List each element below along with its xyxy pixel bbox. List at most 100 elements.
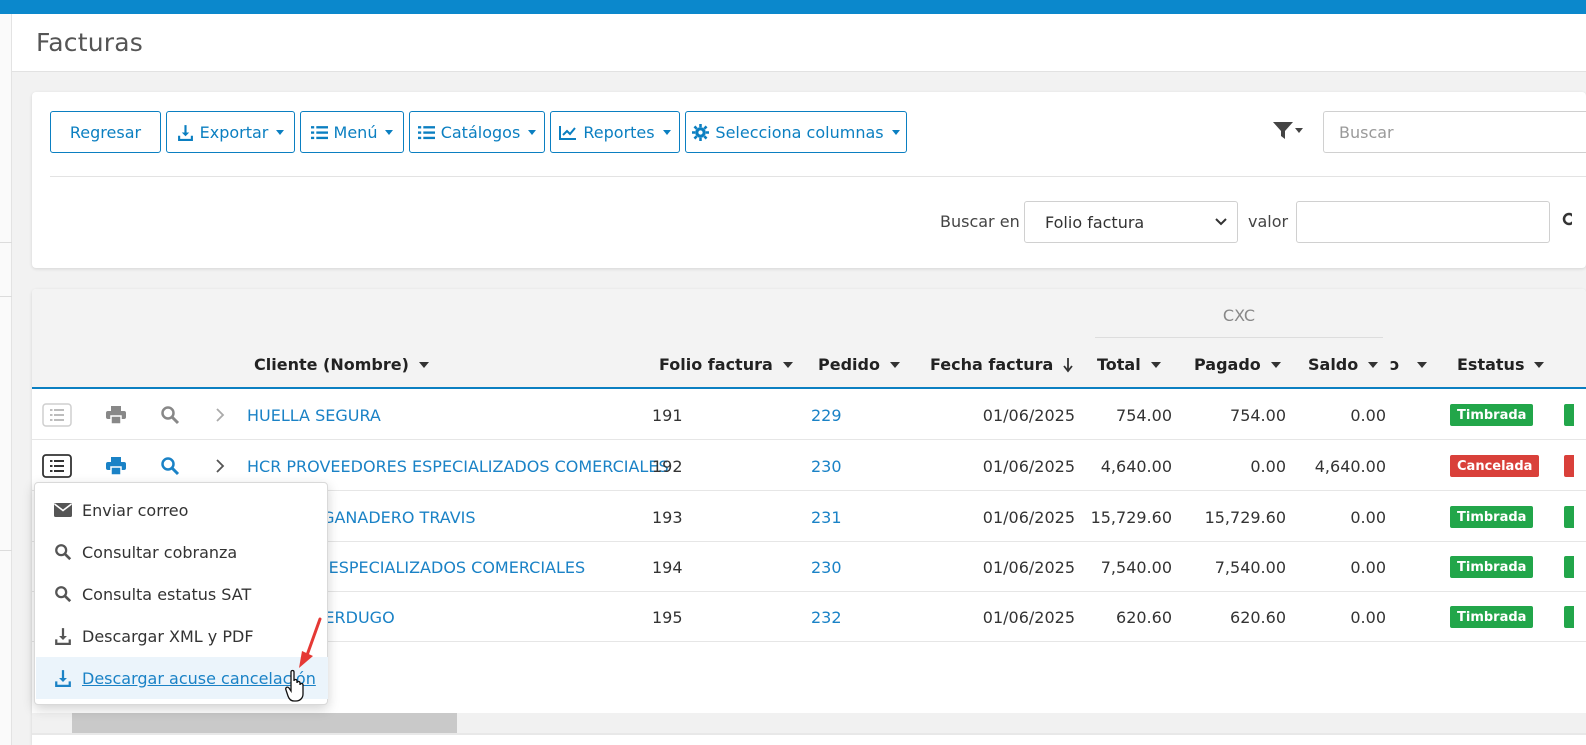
left-sidebar-rail — [0, 14, 12, 745]
pagado-cell: 754.00 — [1230, 406, 1286, 425]
selecciona-columnas-button[interactable]: Selecciona columnas — [685, 111, 907, 153]
menu-item-label: Descargar XML y PDF — [82, 626, 254, 646]
folio-cell: 195 — [652, 608, 683, 627]
print-icon[interactable] — [101, 453, 131, 479]
caret-down-icon — [276, 129, 285, 135]
header-saldo[interactable]: Saldo — [1308, 355, 1379, 374]
total-cell: 754.00 — [1116, 406, 1172, 425]
pagado-cell: 620.60 — [1230, 608, 1286, 627]
search-icon — [55, 544, 72, 561]
row-menu-button[interactable] — [42, 453, 72, 479]
sort-caret-icon — [782, 361, 793, 368]
reportes-button[interactable]: Reportes — [550, 111, 680, 153]
saldo-cell: 0.00 — [1350, 608, 1386, 627]
print-icon[interactable] — [101, 402, 131, 428]
header-cliente[interactable]: Cliente (Nombre) — [254, 355, 429, 374]
pagado-cell: 0.00 — [1250, 457, 1286, 476]
header-pedido[interactable]: Pedido — [818, 355, 900, 374]
total-cell: 7,540.00 — [1100, 558, 1172, 577]
selecciona-columnas-label: Selecciona columnas — [715, 122, 884, 142]
search-field-select[interactable]: Folio factura — [1024, 201, 1238, 243]
header-partial-column[interactable]: ɔ — [1390, 355, 1428, 374]
search-icon[interactable] — [155, 402, 185, 428]
filter-dropdown-button[interactable] — [1273, 119, 1303, 141]
fecha-cell: 01/06/2025 — [982, 406, 1075, 425]
pedido-link[interactable]: 232 — [811, 608, 842, 627]
menu-item-label: Consulta estatus SAT — [82, 584, 252, 604]
pagado-cell: 7,540.00 — [1214, 558, 1286, 577]
caret-down-icon — [528, 129, 537, 135]
table-row[interactable]: HCR PROVEEDORES ESPECIALIZADOS COMERCIAL… — [32, 441, 1586, 491]
pedido-link[interactable]: 231 — [811, 508, 842, 527]
caret-down-icon — [385, 129, 394, 135]
menu-item-enviar-correo[interactable]: Enviar correo — [36, 489, 328, 531]
catalogos-button[interactable]: Catálogos — [409, 111, 545, 153]
search-icon — [55, 586, 72, 603]
status-badge: Timbrada — [1450, 404, 1534, 426]
search-input[interactable] — [1323, 111, 1586, 153]
cliente-link[interactable]: EEDORES ESPECIALIZADOS COMERCIALES — [247, 558, 586, 577]
cut-off-badge — [1564, 455, 1574, 477]
folio-cell: 193 — [652, 508, 683, 527]
pedido-link[interactable]: 229 — [811, 406, 842, 425]
horizontal-scrollbar-thumb[interactable] — [72, 713, 457, 733]
catalogos-label: Catálogos — [440, 122, 521, 142]
cut-off-badge — [1564, 556, 1574, 578]
gear-icon — [692, 123, 710, 141]
menu-item-label: Consultar cobranza — [82, 542, 238, 562]
cliente-link[interactable]: HCR PROVEEDORES ESPECIALIZADOS COMERCIAL… — [247, 457, 669, 476]
chevron-down-icon — [1215, 218, 1227, 226]
menu-item-consulta-estatus-sat[interactable]: Consulta estatus SAT — [36, 573, 328, 615]
valor-input[interactable] — [1296, 201, 1550, 243]
pedido-link[interactable]: 230 — [811, 457, 842, 476]
table-row[interactable]: HUELLA SEGURA 191 229 01/06/2025 754.00 … — [32, 390, 1586, 440]
caret-down-icon — [891, 129, 900, 135]
saldo-cell: 0.00 — [1350, 406, 1386, 425]
total-cell: 15,729.60 — [1090, 508, 1172, 527]
search-icon[interactable] — [155, 453, 185, 479]
menu-button[interactable]: Menú — [300, 111, 404, 153]
menu-item-descargar-acuse-cancelacion[interactable]: Descargar acuse cancelación — [36, 657, 328, 699]
fecha-cell: 01/06/2025 — [982, 508, 1075, 527]
panel-divider — [50, 176, 1586, 177]
chevron-right-icon[interactable] — [205, 402, 235, 428]
buscar-en-label: Buscar en — [940, 212, 1020, 231]
total-cell: 620.60 — [1116, 608, 1172, 627]
search-icon[interactable] — [1562, 212, 1572, 230]
folio-cell: 191 — [652, 406, 683, 425]
fecha-cell: 01/06/2025 — [982, 558, 1075, 577]
caret-down-icon — [662, 129, 671, 135]
saldo-cell: 4,640.00 — [1314, 457, 1386, 476]
pedido-link[interactable]: 230 — [811, 558, 842, 577]
header-folio[interactable]: Folio factura — [659, 355, 793, 374]
menu-label: Menú — [333, 122, 378, 142]
saldo-cell: 0.00 — [1350, 558, 1386, 577]
menu-item-consultar-cobranza[interactable]: Consultar cobranza — [36, 531, 328, 573]
header-total[interactable]: Total — [1097, 355, 1161, 374]
menu-item-descargar-xml-pdf[interactable]: Descargar XML y PDF — [36, 615, 328, 657]
cliente-link[interactable]: HUELLA SEGURA — [247, 406, 381, 425]
sort-caret-icon — [889, 361, 900, 368]
page-header: Facturas — [12, 14, 1586, 72]
cut-off-badge — [1564, 606, 1574, 628]
exportar-button[interactable]: Exportar — [166, 111, 295, 153]
reportes-label: Reportes — [583, 122, 655, 142]
caret-down-icon — [1295, 127, 1303, 133]
header-estatus[interactable]: Estatus — [1457, 355, 1545, 374]
status-badge: Timbrada — [1450, 506, 1534, 528]
list-icon — [42, 454, 72, 478]
chevron-right-icon[interactable] — [205, 453, 235, 479]
status-badge: Cancelada — [1450, 455, 1540, 477]
header-fecha[interactable]: Fecha factura — [930, 355, 1074, 374]
total-cell: 4,640.00 — [1100, 457, 1172, 476]
download-icon — [55, 670, 71, 687]
pagado-cell: 15,729.60 — [1204, 508, 1286, 527]
filter-icon — [1273, 121, 1293, 139]
regresar-button[interactable]: Regresar — [50, 111, 161, 153]
row-menu-button[interactable] — [42, 402, 72, 428]
sort-caret-icon — [1417, 361, 1428, 368]
header-pagado[interactable]: Pagado — [1194, 355, 1281, 374]
status-badge: Timbrada — [1450, 556, 1534, 578]
row-actions-menu: Enviar correo Consultar cobranza Consult… — [34, 482, 328, 705]
toolbar-panel: Regresar Exportar Menú Catálogos Reporte… — [32, 92, 1586, 268]
